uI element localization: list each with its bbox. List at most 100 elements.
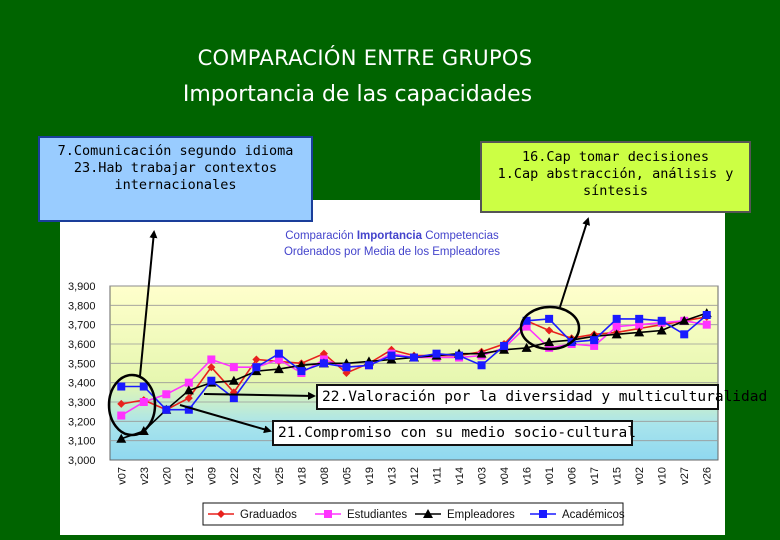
x-tick-label: v21 bbox=[184, 467, 196, 485]
data-point bbox=[432, 349, 441, 358]
data-point bbox=[680, 330, 689, 339]
data-point bbox=[387, 351, 396, 360]
y-tick-label: 3,500 bbox=[68, 358, 96, 370]
data-point bbox=[319, 349, 328, 358]
arrow-to-yellow bbox=[559, 217, 590, 308]
data-point bbox=[274, 349, 283, 358]
x-tick-label: v11 bbox=[432, 467, 444, 484]
data-point bbox=[273, 364, 284, 374]
data-point bbox=[117, 399, 126, 408]
y-tick-label: 3,200 bbox=[68, 416, 96, 428]
callout-yellow-line-2: 1.Cap abstracción, análisis y bbox=[497, 166, 734, 182]
data-point bbox=[319, 359, 328, 368]
x-tick-label: v05 bbox=[341, 467, 353, 485]
y-tick-label: 3,000 bbox=[68, 455, 96, 467]
x-tick-label: v25 bbox=[274, 467, 286, 485]
data-point bbox=[635, 314, 644, 323]
data-point bbox=[476, 348, 487, 358]
x-tick-label: v22 bbox=[229, 467, 241, 485]
data-point bbox=[612, 322, 621, 331]
arrow-to-blue bbox=[139, 230, 158, 377]
data-point bbox=[545, 326, 554, 335]
legend-label: Graduados bbox=[240, 509, 297, 521]
legend-label: Académicos bbox=[562, 509, 625, 521]
data-point bbox=[117, 382, 126, 391]
data-point bbox=[229, 363, 238, 372]
data-point bbox=[521, 342, 532, 352]
y-tick-label: 3,600 bbox=[68, 339, 96, 351]
legend-marker bbox=[539, 510, 547, 518]
data-point bbox=[545, 314, 554, 323]
data-point bbox=[477, 361, 486, 370]
data-point bbox=[274, 355, 283, 364]
x-tick-label: v16 bbox=[522, 467, 534, 485]
legend-label: Empleadores bbox=[447, 509, 515, 521]
legend-label: Estudiantes bbox=[347, 509, 407, 521]
callout-diversity: 22.Valoración por la diversidad y multic… bbox=[316, 384, 767, 410]
x-tick-label: v02 bbox=[634, 467, 646, 485]
data-point bbox=[590, 336, 599, 345]
data-point bbox=[656, 325, 667, 335]
callout-yellow-line-3: síntesis bbox=[582, 183, 649, 199]
x-tick-label: v20 bbox=[161, 467, 173, 485]
line-chart: TODOSComparación Importancia Competencia… bbox=[60, 200, 725, 535]
data-point bbox=[139, 382, 148, 391]
x-tick-label: v07 bbox=[116, 467, 128, 485]
slide-title: COMPARACIÓN ENTRE GRUPOS bbox=[197, 46, 533, 70]
data-point bbox=[297, 367, 306, 376]
data-point bbox=[364, 361, 373, 370]
chart-subtitle-2: Ordenados por Media de los Empleadores bbox=[284, 246, 500, 258]
data-point bbox=[702, 311, 711, 319]
callout-blue: 7.Comunicación segundo idioma 23.Hab tra… bbox=[38, 136, 313, 222]
x-tick-label: v18 bbox=[296, 467, 308, 485]
data-point bbox=[207, 376, 216, 385]
x-tick-label: v10 bbox=[657, 467, 669, 485]
callout-blue-line-2: 23.Hab trabajar contextos bbox=[73, 160, 278, 176]
data-point bbox=[590, 341, 599, 350]
legend-box bbox=[202, 502, 624, 526]
highlight-ellipse-right bbox=[519, 305, 581, 351]
data-point bbox=[500, 341, 509, 350]
x-tick-label: v17 bbox=[589, 467, 601, 485]
x-tick-label: v19 bbox=[364, 467, 376, 485]
x-tick-label: v12 bbox=[409, 467, 421, 485]
data-point bbox=[702, 320, 711, 329]
chart-subtitle-1: Comparación Importancia Competencias bbox=[285, 230, 499, 242]
x-tick-label: v15 bbox=[612, 467, 624, 485]
data-point bbox=[296, 360, 307, 370]
callout-blue-line-1: 7.Comunicación segundo idioma bbox=[57, 143, 294, 159]
callout-yellow-line-1: 16.Cap tomar decisiones bbox=[522, 149, 709, 165]
y-tick-label: 3,900 bbox=[68, 281, 96, 293]
highlight-ellipse-left bbox=[107, 373, 157, 437]
data-point bbox=[184, 394, 193, 403]
callout-yellow: 16.Cap tomar decisiones 1.Cap abstracció… bbox=[480, 141, 751, 213]
data-point bbox=[162, 390, 171, 399]
data-point bbox=[183, 385, 194, 395]
legend-marker bbox=[324, 510, 332, 518]
callout-sociocultural: 21.Compromiso con su medio socio-cultura… bbox=[272, 420, 636, 446]
legend-marker bbox=[217, 510, 225, 518]
data-point bbox=[679, 315, 690, 325]
data-point bbox=[410, 353, 418, 362]
data-point bbox=[252, 363, 261, 372]
x-tick-label: v06 bbox=[567, 467, 579, 485]
data-point bbox=[117, 411, 126, 420]
slide-subtitle: Importancia de las capacidades bbox=[182, 82, 533, 107]
y-tick-label: 3,800 bbox=[68, 300, 96, 312]
x-tick-label: v08 bbox=[319, 467, 331, 485]
data-point bbox=[207, 355, 216, 364]
data-point bbox=[342, 363, 351, 372]
data-point bbox=[522, 322, 531, 331]
data-point bbox=[184, 405, 193, 414]
x-tick-label: v04 bbox=[499, 467, 511, 485]
data-point bbox=[184, 378, 193, 387]
data-point bbox=[522, 316, 531, 325]
x-tick-label: v13 bbox=[386, 467, 398, 485]
data-point bbox=[228, 375, 239, 385]
y-tick-label: 3,700 bbox=[68, 320, 96, 332]
data-point bbox=[635, 320, 644, 329]
x-tick-label: v24 bbox=[251, 467, 263, 485]
data-point bbox=[544, 337, 555, 347]
data-point bbox=[455, 351, 464, 360]
x-tick-label: v27 bbox=[679, 467, 691, 485]
